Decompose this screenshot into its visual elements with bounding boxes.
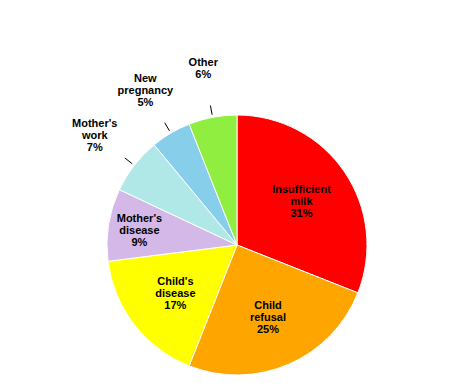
slice-label: Other6% <box>189 56 219 80</box>
slice-label-line: 31% <box>290 207 312 219</box>
slice-label-line: work <box>81 129 109 141</box>
slice-label: Child'sdisease17% <box>155 275 195 311</box>
slice-label-line: 25% <box>257 323 279 335</box>
chart: Insufficientmilk31% Childrefusal25% Child'… <box>0 0 474 385</box>
slice-label-line: 5% <box>137 96 153 108</box>
slice-label-line: 17% <box>164 299 186 311</box>
slice-label-line: Other <box>189 56 219 68</box>
slice-label: Mother'sdisease9% <box>117 212 162 248</box>
slice-label-line: 7% <box>87 141 103 153</box>
pie <box>107 115 367 375</box>
slice-label-line: disease <box>155 287 195 299</box>
slice-label-line: disease <box>119 224 159 236</box>
slice-label: Newpregnancy5% <box>118 72 175 108</box>
slice-label-line: Mother's <box>72 117 117 129</box>
leader-line <box>125 158 132 164</box>
labels: Insufficientmilk31% Childrefusal25% Child'… <box>72 56 331 334</box>
slice-label-line: Mother's <box>117 212 162 224</box>
slice-label-line: milk <box>291 195 314 207</box>
slice-label-line: Child's <box>157 275 193 287</box>
slice-label: Insufficientmilk31% <box>272 183 331 219</box>
slice-label-line: pregnancy <box>118 84 175 96</box>
slice-label-line: refusal <box>250 311 286 323</box>
slice-label-line: Child <box>254 299 282 311</box>
slice-label-line: 6% <box>195 68 211 80</box>
slice <box>189 115 237 245</box>
slice-label: Mother'swork7% <box>72 117 117 153</box>
slice-label-line: Insufficient <box>272 183 331 195</box>
slice-label-line: New <box>134 72 157 84</box>
slice-label: Childrefusal25% <box>250 299 286 335</box>
slice <box>108 245 237 366</box>
slice-label-line: 9% <box>131 236 147 248</box>
leader-line <box>210 106 212 115</box>
leader-line <box>165 123 170 131</box>
